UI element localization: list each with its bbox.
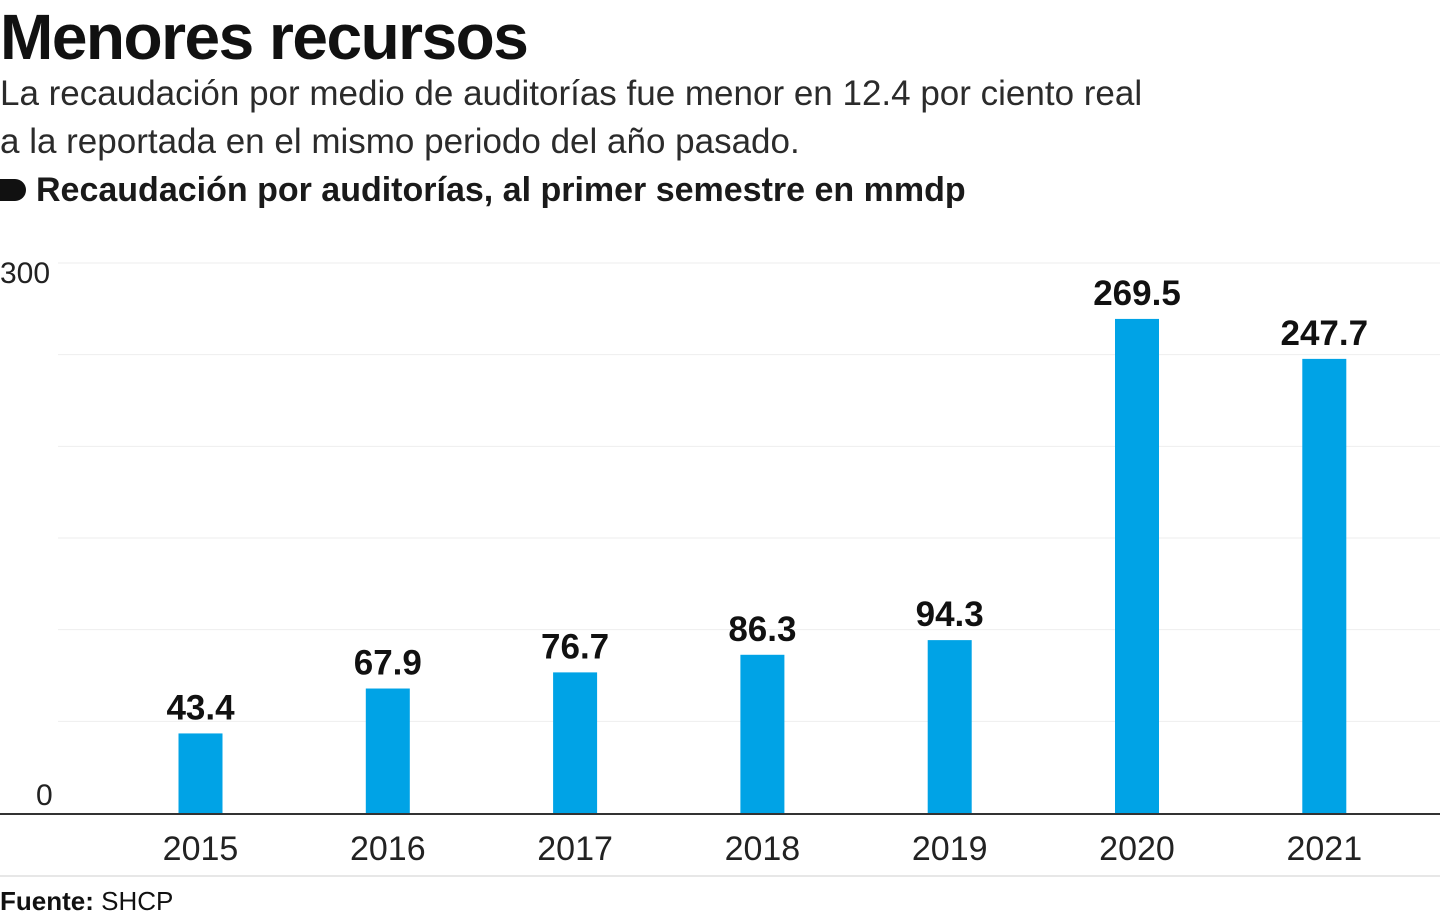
y-tick-label-300: 300 xyxy=(0,257,50,290)
data-label-2018: 86.3 xyxy=(728,610,796,649)
data-label-2017: 76.7 xyxy=(541,627,609,666)
chart-heading: Recaudación por auditorías, al primer se… xyxy=(0,168,966,212)
data-label-2016: 67.9 xyxy=(354,644,422,683)
bar-2019 xyxy=(927,640,972,813)
data-label-2021: 247.7 xyxy=(1281,314,1369,353)
data-label-2020: 269.5 xyxy=(1093,274,1181,313)
heading-marker-icon xyxy=(0,179,26,201)
subtitle-line-2: a la reportada en el mismo periodo del a… xyxy=(0,122,800,161)
bar-2016 xyxy=(365,688,410,813)
bar-2021 xyxy=(1302,358,1347,813)
chart-subtitle: La recaudación por medio de auditorías f… xyxy=(0,70,1340,166)
y-tick-label-0: 0 xyxy=(36,779,53,812)
x-tick-label-2018: 2018 xyxy=(725,830,801,868)
x-tick-label-2017: 2017 xyxy=(537,830,613,868)
subtitle-line-1: La recaudación por medio de auditorías f… xyxy=(0,74,1143,113)
source-note: Fuente: SHCP xyxy=(0,884,173,918)
x-tick-label-2019: 2019 xyxy=(912,830,988,868)
data-label-2015: 43.4 xyxy=(166,688,235,727)
source-value: SHCP xyxy=(101,886,174,916)
chart-title: Menores recursos xyxy=(0,1,529,73)
x-tick-label-2021: 2021 xyxy=(1286,830,1362,868)
bar-2015 xyxy=(178,733,223,813)
data-label-2019: 94.3 xyxy=(916,595,984,634)
x-tick-label-2020: 2020 xyxy=(1099,830,1175,868)
chart-heading-text: Recaudación por auditorías, al primer se… xyxy=(36,170,966,209)
x-tick-label-2016: 2016 xyxy=(350,830,426,868)
source-label: Fuente: xyxy=(0,886,94,916)
x-tick-label-2015: 2015 xyxy=(163,830,239,868)
bar-2018 xyxy=(740,654,785,813)
bar-2017 xyxy=(553,672,598,813)
bar-2020 xyxy=(1115,318,1159,813)
